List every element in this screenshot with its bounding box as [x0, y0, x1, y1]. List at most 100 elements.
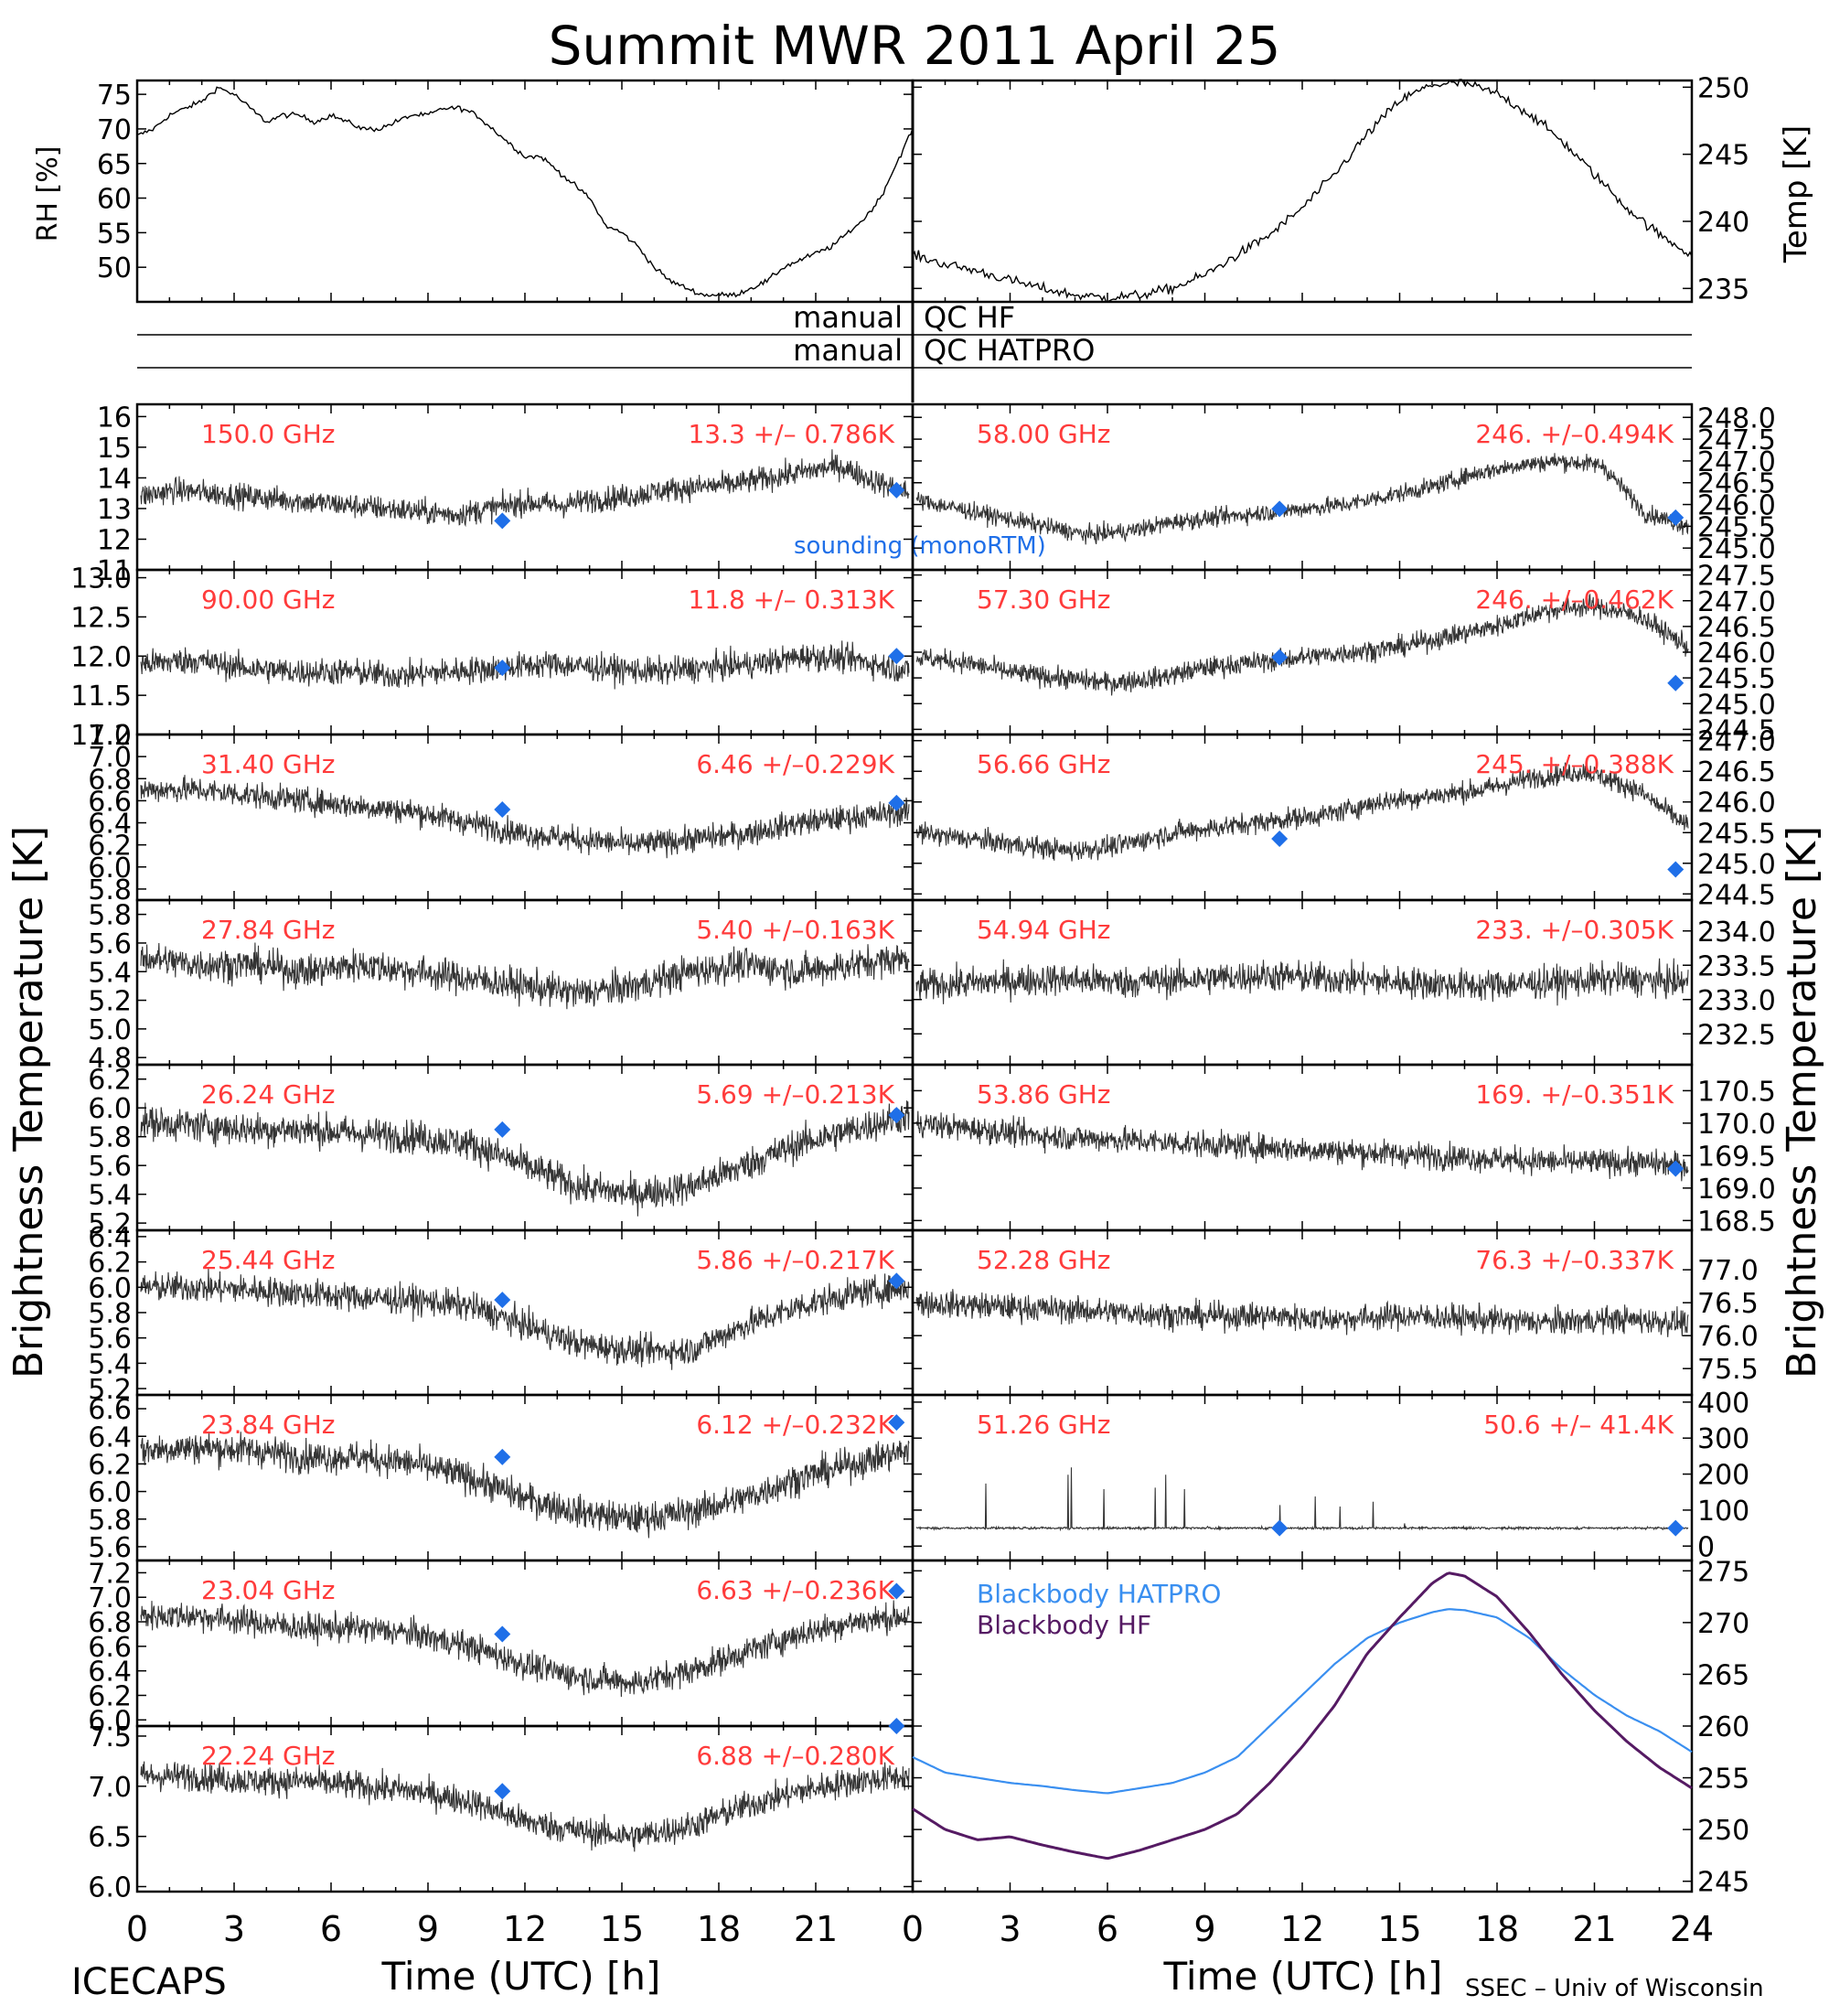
stats-label: 6.12 +/–0.232K — [696, 1410, 894, 1440]
y-tick-label: 5.8 — [88, 874, 132, 906]
y-tick-label: 245.0 — [1697, 689, 1776, 721]
y-tick-label: 6.0 — [88, 1705, 132, 1737]
y-tick-label: 275 — [1697, 1556, 1749, 1588]
y-tick-label: 5.2 — [88, 986, 132, 1018]
sounding-marker — [1667, 1160, 1685, 1177]
sounding-marker — [494, 1783, 511, 1800]
y-axis-label-left: Brightness Temperature [K] — [5, 826, 52, 1378]
y-tick-label: 233.0 — [1697, 985, 1776, 1017]
panel-ch22_24: 6.0 6.5 7.0 7.5 22.24 GHz 6.88 +/–0.280K — [88, 1718, 914, 1904]
x-tick-label-right: 6 — [1096, 1909, 1118, 1949]
y-tick-label: 50 — [97, 252, 132, 284]
y-tick-label: 5.4 — [88, 1348, 132, 1380]
y-tick-label: 247.0 — [1697, 726, 1776, 758]
data-series — [915, 762, 1689, 862]
data-series — [140, 449, 910, 528]
y-tick-label: 77.0 — [1697, 1255, 1759, 1287]
y-tick-label: 247.0 — [1697, 446, 1776, 478]
y-tick-label: 6.4 — [88, 1222, 132, 1254]
data-series — [912, 79, 1693, 303]
y-tick-label: 246.5 — [1697, 756, 1776, 788]
x-tick-label-right: 12 — [1280, 1909, 1324, 1949]
stats-label: 6.46 +/–0.229K — [696, 749, 894, 779]
y-tick-label: 6.6 — [88, 1394, 132, 1426]
qc-bands: manual QC HF manual QC HATPRO — [137, 300, 1692, 369]
y-tick-label: 246.0 — [1697, 490, 1776, 522]
y-tick-label: 6.0 — [88, 853, 132, 885]
chart-title: Summit MWR 2011 April 25 — [549, 15, 1281, 77]
y-tick-label: 245.5 — [1697, 511, 1776, 543]
y-tick-label: 7.0 — [88, 1582, 132, 1614]
data-series — [915, 453, 1689, 545]
y-tick-label: 6.4 — [88, 809, 132, 841]
y-tick-label: 233.5 — [1697, 950, 1776, 982]
channel-label: 53.86 GHz — [977, 1079, 1111, 1110]
y-tick-label: 6.6 — [88, 786, 132, 818]
panel-ch52_28: 75.576.076.577.0 52.28 GHz 76.3 +/–0.337K — [911, 1228, 1759, 1397]
x-tick-label-right: 24 — [1670, 1909, 1714, 1949]
y-tick-label: 6.2 — [88, 1449, 132, 1481]
y-tick-label: 11.0 — [70, 720, 132, 752]
stats-label: 169. +/–0.351K — [1475, 1079, 1674, 1110]
y-tick-label: 76.0 — [1697, 1321, 1759, 1353]
sounding-marker — [888, 794, 905, 811]
panel-ch26_24: 5.25.45.65.86.06.2 26.24 GHz 5.69 +/–0.213… — [88, 1063, 914, 1240]
y-tick-label: 12 — [97, 524, 132, 556]
y-tick-label: 5.4 — [88, 957, 132, 989]
y-tick-label: 400 — [1697, 1388, 1749, 1420]
x-tick-label-right: 15 — [1377, 1909, 1421, 1949]
channel-label: 90.00 GHz — [201, 584, 336, 615]
y-tick-label: 247.0 — [1697, 586, 1776, 618]
y-tick-label: 250 — [1697, 1815, 1749, 1847]
channel-label: 23.04 GHz — [201, 1575, 336, 1605]
channel-label: 51.26 GHz — [977, 1410, 1111, 1440]
y-tick-label: 170.0 — [1697, 1109, 1776, 1141]
stats-label: 246. +/–0.462K — [1475, 584, 1674, 615]
panel-temp: 235 240 245 250 — [911, 72, 1749, 306]
channel-label: 22.24 GHz — [201, 1741, 336, 1771]
y-tick-label: 12.5 — [70, 602, 132, 634]
sounding-marker — [1271, 1519, 1289, 1537]
sounding-marker — [494, 1121, 511, 1138]
y-tick-label: 14 — [97, 463, 132, 495]
y-tick-label: 244.5 — [1697, 714, 1776, 746]
x-tick-label-left: 15 — [600, 1909, 644, 1949]
sounding-marker — [1667, 509, 1685, 526]
y-tick-label: 76.5 — [1697, 1288, 1759, 1320]
y-tick-label: 6.6 — [88, 1632, 132, 1664]
y-tick-label: 232.5 — [1697, 1019, 1776, 1051]
sounding-marker — [1271, 649, 1289, 666]
sounding-marker — [888, 1582, 905, 1600]
sounding-marker — [1667, 674, 1685, 692]
sounding-marker — [888, 1272, 905, 1290]
y-tick-label: 7.5 — [88, 1721, 132, 1753]
sounding-marker — [494, 1292, 511, 1309]
stats-label: 233. +/–0.305K — [1475, 915, 1674, 945]
y-tick-label: 200 — [1697, 1460, 1749, 1492]
stats-label: 5.69 +/–0.213K — [696, 1079, 894, 1110]
series-line-hatpro — [912, 1608, 1693, 1795]
channel-label: 57.30 GHz — [977, 584, 1111, 615]
y-tick-label: 169.0 — [1697, 1174, 1776, 1206]
y-tick-label: 11 — [97, 555, 132, 587]
channel-label: 26.24 GHz — [201, 1079, 336, 1110]
y-tick-label: 6.2 — [88, 1248, 132, 1280]
y-tick-label: 6.0 — [88, 1272, 132, 1304]
y-tick-label: 244.5 — [1697, 879, 1776, 911]
y-tick-label: 245.0 — [1697, 533, 1776, 565]
panel-ch31_4: 5.86.06.26.46.66.87.07.2 31.40 GHz 6.46 +/… — [88, 720, 914, 906]
channel-label: 52.28 GHz — [977, 1245, 1111, 1275]
y-tick-label: 6.8 — [88, 764, 132, 796]
y-tick-label: 55 — [97, 218, 132, 250]
y-tick-label: 247.5 — [1697, 424, 1776, 456]
x-tick-label-right: 18 — [1475, 1909, 1519, 1949]
x-tick-label-left: 6 — [320, 1909, 342, 1949]
sounding-marker — [494, 1625, 511, 1643]
y-tick-label: 7.2 — [88, 1558, 132, 1590]
data-series — [140, 1100, 910, 1217]
stats-label: 13.3 +/– 0.786K — [688, 419, 894, 449]
y-tick-label: 168.5 — [1697, 1206, 1776, 1238]
